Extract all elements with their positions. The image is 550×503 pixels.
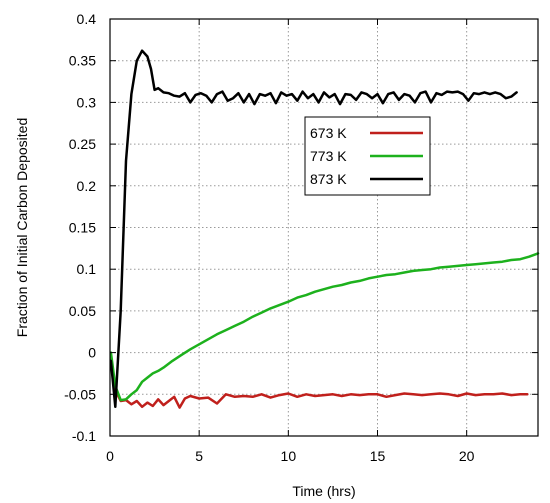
legend-label-873k: 873 K — [310, 171, 347, 187]
y-tick-label: 0.25 — [69, 136, 96, 152]
series-line-873k — [109, 49, 518, 409]
x-tick-label: 10 — [281, 448, 297, 464]
y-axis-title: Fraction of Initial Carbon Deposited — [14, 118, 30, 337]
grid-layer — [110, 19, 538, 436]
y-tick-label: 0.05 — [69, 303, 96, 319]
legend-entry-773k: 773 K — [310, 148, 423, 164]
series-line-673k — [109, 353, 529, 409]
y-tick-label: 0.2 — [77, 178, 97, 194]
y-tick-label: 0.35 — [69, 53, 96, 69]
y-tick-label: 0 — [88, 345, 96, 361]
legend-entry-873k: 873 K — [310, 171, 423, 187]
legend-label-673k: 673 K — [310, 125, 347, 141]
y-tick-label: 0.4 — [77, 11, 97, 27]
x-tick-label: 20 — [459, 448, 475, 464]
y-tick-label: 0.1 — [77, 261, 97, 277]
y-tick-label: 0.15 — [69, 220, 96, 236]
legend-label-773k: 773 K — [310, 148, 347, 164]
legend: 673 K 773 K 873 K — [304, 116, 431, 196]
y-tick-label: -0.05 — [64, 386, 96, 402]
x-tick-label: 5 — [195, 448, 203, 464]
x-axis-title: Time (hrs) — [292, 483, 355, 499]
legend-entry-673k: 673 K — [310, 125, 423, 141]
y-tick-label: 0.3 — [77, 94, 97, 110]
y-tick-label: -0.1 — [72, 428, 96, 444]
x-tick-label: 15 — [370, 448, 386, 464]
tick-layer: -0.1 -0.05 0 0.05 0.1 0.15 0.2 0.25 0.3 0.35 0.4 0 5… — [64, 11, 538, 464]
series-layer — [109, 49, 540, 409]
series-line-773k — [109, 252, 540, 402]
x-tick-label: 0 — [106, 448, 114, 464]
